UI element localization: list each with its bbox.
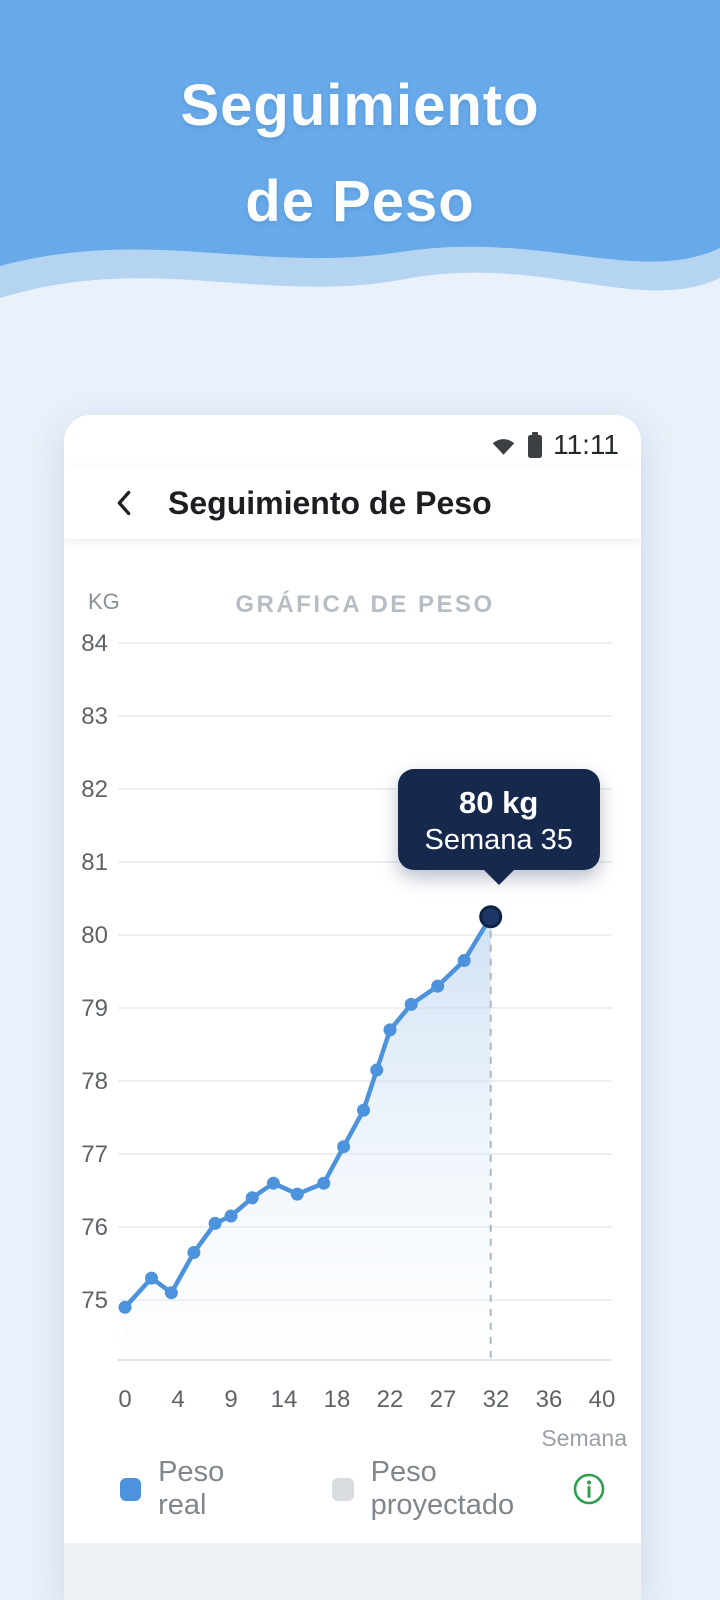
svg-text:32: 32 [483,1386,510,1413]
legend-label-projected: Peso proyectado [370,1456,515,1521]
legend-swatch-projected [332,1477,354,1501]
legend-item-projected: Peso proyectado [332,1456,571,1522]
data-points [118,905,503,1314]
svg-text:77: 77 [81,1141,108,1168]
legend-item-real: Peso real [120,1456,270,1522]
chart-legend: Peso real Peso proyectado [120,1456,607,1521]
weight-chart-svg[interactable]: 84 83 82 81 80 79 78 77 76 75 0 4 9 14 18 22 27 32 36 40 [64,575,641,1455]
phone-card: 11:11 Seguimiento de Peso KG GRÁFICA DE … [64,415,641,1600]
y-axis-labels: 84 83 82 81 80 79 78 77 76 75 [81,630,108,1314]
info-icon [573,1473,605,1505]
svg-text:9: 9 [224,1386,237,1413]
svg-text:79: 79 [81,995,108,1022]
hero-wave-graphic [0,0,720,298]
wave-main [0,0,720,266]
svg-text:36: 36 [536,1386,563,1413]
svg-text:14: 14 [271,1386,298,1413]
svg-text:22: 22 [377,1386,404,1413]
svg-text:81: 81 [81,849,108,876]
area-fill [125,916,491,1360]
weight-chart: KG GRÁFICA DE PESO 84 83 82 81 80 79 78 77 76 75 … [64,575,641,1455]
legend-swatch-real [120,1477,142,1501]
hero-title-line1: Seguimiento [180,73,540,138]
status-bar: 11:11 [490,429,619,461]
svg-text:83: 83 [81,703,108,730]
legend-label-real: Peso real [158,1456,225,1521]
tooltip-value: 80 kg [459,784,539,820]
back-button[interactable] [102,481,146,525]
chart-tooltip: 80 kg Semana 35 [397,768,600,885]
app-bar-title: Seguimiento de Peso [168,484,492,521]
hero-title: Seguimiento de Peso [0,58,720,250]
chevron-left-icon [117,490,131,516]
svg-text:82: 82 [81,776,108,803]
status-time: 11:11 [553,429,619,460]
svg-text:27: 27 [430,1386,457,1413]
tooltip-label: Semana 35 [424,823,573,856]
svg-text:76: 76 [81,1214,108,1241]
y-axis-unit-label: KG [88,589,120,614]
chart-title: GRÁFICA DE PESO [235,591,495,618]
battery-icon [528,432,543,458]
x-axis-title: Semana [541,1425,627,1451]
app-bar: Seguimiento de Peso [64,467,641,539]
tooltip-arrow [482,868,515,885]
wifi-icon [492,439,515,455]
svg-text:75: 75 [81,1287,108,1314]
svg-text:18: 18 [324,1386,351,1413]
svg-text:84: 84 [81,630,108,657]
svg-text:40: 40 [589,1386,616,1413]
svg-text:78: 78 [81,1068,108,1095]
info-button[interactable] [571,1470,607,1508]
hero-title-line2: de Peso [245,169,475,234]
x-axis-labels: 0 4 9 14 18 22 27 32 36 40 [118,1386,615,1413]
svg-text:0: 0 [118,1386,131,1413]
hero-header: Seguimiento de Peso [0,0,720,330]
bottom-section [64,1543,641,1600]
svg-text:80: 80 [81,922,108,949]
svg-text:4: 4 [171,1386,184,1413]
